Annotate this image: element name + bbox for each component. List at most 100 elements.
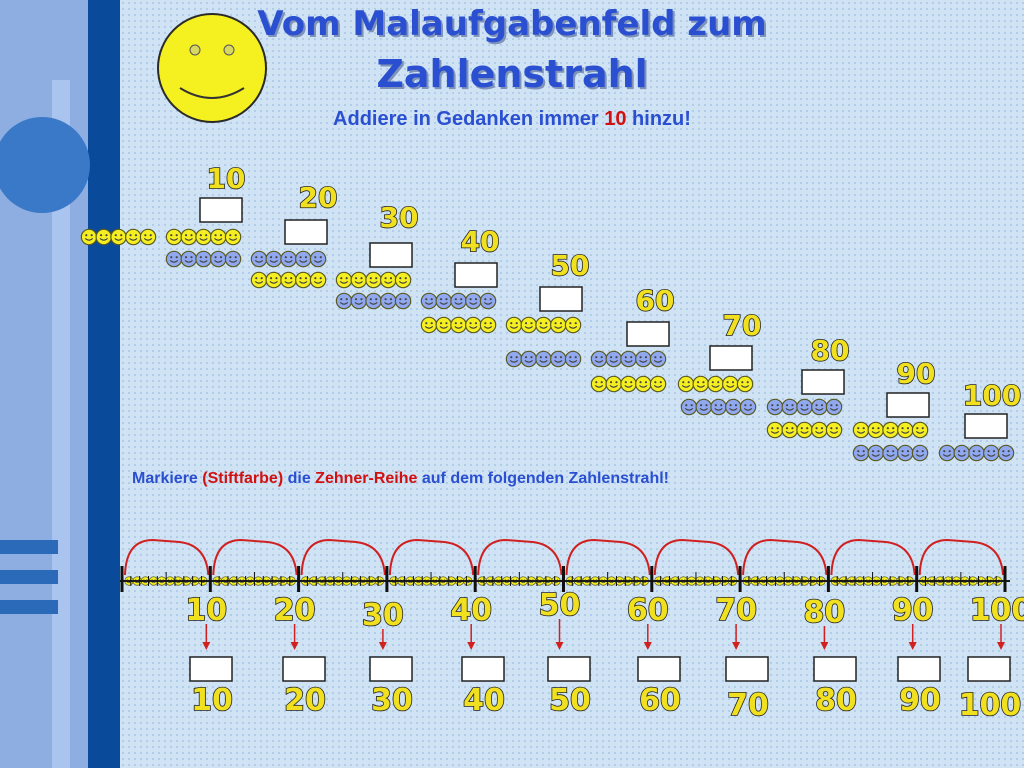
- smiley-rows: [80, 228, 1015, 462]
- smiley-face-icon: [465, 292, 482, 310]
- smiley-face-icon: [605, 350, 622, 368]
- smiley-face-icon: [649, 350, 667, 368]
- number-line-answer-box[interactable]: [282, 656, 326, 682]
- number-line-arrowhead: [732, 642, 741, 650]
- smiley-row: [165, 250, 242, 268]
- staircase-answer-box[interactable]: [801, 369, 845, 395]
- number-line-answer-box[interactable]: [725, 656, 769, 682]
- smiley-row: [766, 398, 843, 416]
- smiley-face-icon: [280, 271, 297, 289]
- number-line-answer-box[interactable]: [189, 656, 233, 682]
- smiley-face-icon: [435, 292, 452, 310]
- number-line-answer-box[interactable]: [461, 656, 505, 682]
- staircase-label: 40: [461, 225, 500, 258]
- smiley-face-icon: [250, 271, 268, 289]
- staircase-label: 70: [723, 309, 762, 342]
- smiley-face-icon: [505, 350, 523, 368]
- staircase-answer-boxes: [199, 197, 1008, 439]
- smiley-face-icon: [350, 271, 367, 289]
- staircase-answer-box[interactable]: [284, 219, 328, 245]
- number-line-arrowhead: [202, 642, 211, 650]
- smiley-face-icon: [911, 444, 929, 462]
- smiley-face-icon: [139, 228, 157, 246]
- smiley-face-icon: [635, 350, 652, 368]
- smiley-face-icon: [420, 292, 438, 310]
- smiley-face-icon: [535, 316, 552, 334]
- smiley-row: [680, 398, 757, 416]
- smiley-row: [852, 421, 929, 439]
- number-line-top-label: 80: [804, 595, 846, 630]
- number-line-answer-box[interactable]: [547, 656, 591, 682]
- smiley-face-icon: [450, 316, 467, 334]
- number-line-arc: [477, 538, 563, 576]
- staircase-number-labels: 10 20 30 40 50 60 70 80 90 100: [206, 161, 1022, 413]
- number-line-answer-box[interactable]: [897, 656, 941, 682]
- number-line-top-label: 20: [274, 593, 316, 628]
- number-line-answer-box[interactable]: [813, 656, 857, 682]
- smiley-row: [250, 271, 327, 289]
- number-line-arc: [212, 538, 298, 576]
- decorative-side-panel: [0, 0, 120, 768]
- smiley-face-icon: [335, 292, 353, 310]
- smiley-face-icon: [938, 444, 956, 462]
- subtitle-text: Addiere in Gedanken immer: [333, 108, 605, 130]
- number-line-arc: [124, 538, 210, 576]
- number-line-answer-box[interactable]: [967, 656, 1011, 682]
- smiley-face-icon: [852, 444, 870, 462]
- smiley-row: [938, 444, 1015, 462]
- staircase-answer-box[interactable]: [709, 345, 753, 371]
- staircase-answer-box[interactable]: [626, 321, 670, 347]
- smiley-face-icon: [550, 350, 567, 368]
- smiley-face-icon: [968, 444, 985, 462]
- smiley-face-icon: [309, 271, 327, 289]
- number-line-arrowhead: [908, 642, 917, 650]
- instruction-part-4: Zehner-Reihe: [315, 470, 418, 487]
- side-panel-graphic: [0, 0, 120, 768]
- number-line-top-label: 40: [450, 593, 492, 628]
- number-line-answer-box[interactable]: [369, 656, 413, 682]
- number-line-answer-box[interactable]: [637, 656, 681, 682]
- number-line-top-labels: 10 20 30 40 50 60 70 80 90 100: [185, 587, 1024, 634]
- staircase-answer-box[interactable]: [454, 262, 498, 288]
- smiley-face-icon: [882, 421, 899, 439]
- staircase-answer-box[interactable]: [199, 197, 243, 223]
- staircase-answer-box[interactable]: [369, 242, 413, 268]
- subtitle: Addiere in Gedanken immer 10 hinzu!: [0, 108, 1024, 131]
- smiley-face-icon: [707, 375, 724, 393]
- smiley-face-icon: [195, 228, 212, 246]
- smiley-face-icon: [882, 444, 899, 462]
- smiley-face-icon: [465, 316, 482, 334]
- smiley-face-icon: [450, 292, 467, 310]
- smiley-face-icon: [620, 350, 637, 368]
- smiley-row: [677, 375, 754, 393]
- smiley-face-icon: [590, 350, 608, 368]
- number-line-arc: [653, 538, 740, 576]
- number-line-top-label: 90: [892, 593, 934, 628]
- smiley-face-icon: [95, 228, 112, 246]
- smiley-face-icon: [210, 250, 227, 268]
- number-line-arrowhead: [997, 642, 1005, 650]
- smiley-face-icon: [692, 375, 709, 393]
- number-line-arrowhead: [378, 642, 387, 650]
- smiley-face-icon: [80, 228, 98, 246]
- subtitle-highlight: 10: [604, 108, 627, 130]
- staircase-answer-box[interactable]: [964, 413, 1008, 439]
- smiley-face-icon: [180, 228, 197, 246]
- smiley-face-icon: [394, 271, 412, 289]
- smiley-face-icon: [505, 316, 523, 334]
- staircase-answer-box[interactable]: [539, 286, 583, 312]
- number-line-answer-boxes: [189, 656, 1011, 682]
- smiley-face-icon: [766, 398, 784, 416]
- smiley-face-icon: [680, 398, 698, 416]
- smiley-face-icon: [380, 271, 397, 289]
- smiley-face-icon: [165, 228, 183, 246]
- smiley-face-icon: [280, 250, 297, 268]
- smiley-face-icon: [997, 444, 1015, 462]
- staircase-answer-box[interactable]: [886, 392, 930, 418]
- number-line-arc: [388, 538, 475, 576]
- smiley-face-icon: [605, 375, 622, 393]
- smiley-face-icon: [535, 350, 552, 368]
- big-smiley-icon: [157, 13, 267, 123]
- number-line-bottom-label: 90: [899, 683, 941, 718]
- number-line-bottom-label: 20: [284, 683, 326, 718]
